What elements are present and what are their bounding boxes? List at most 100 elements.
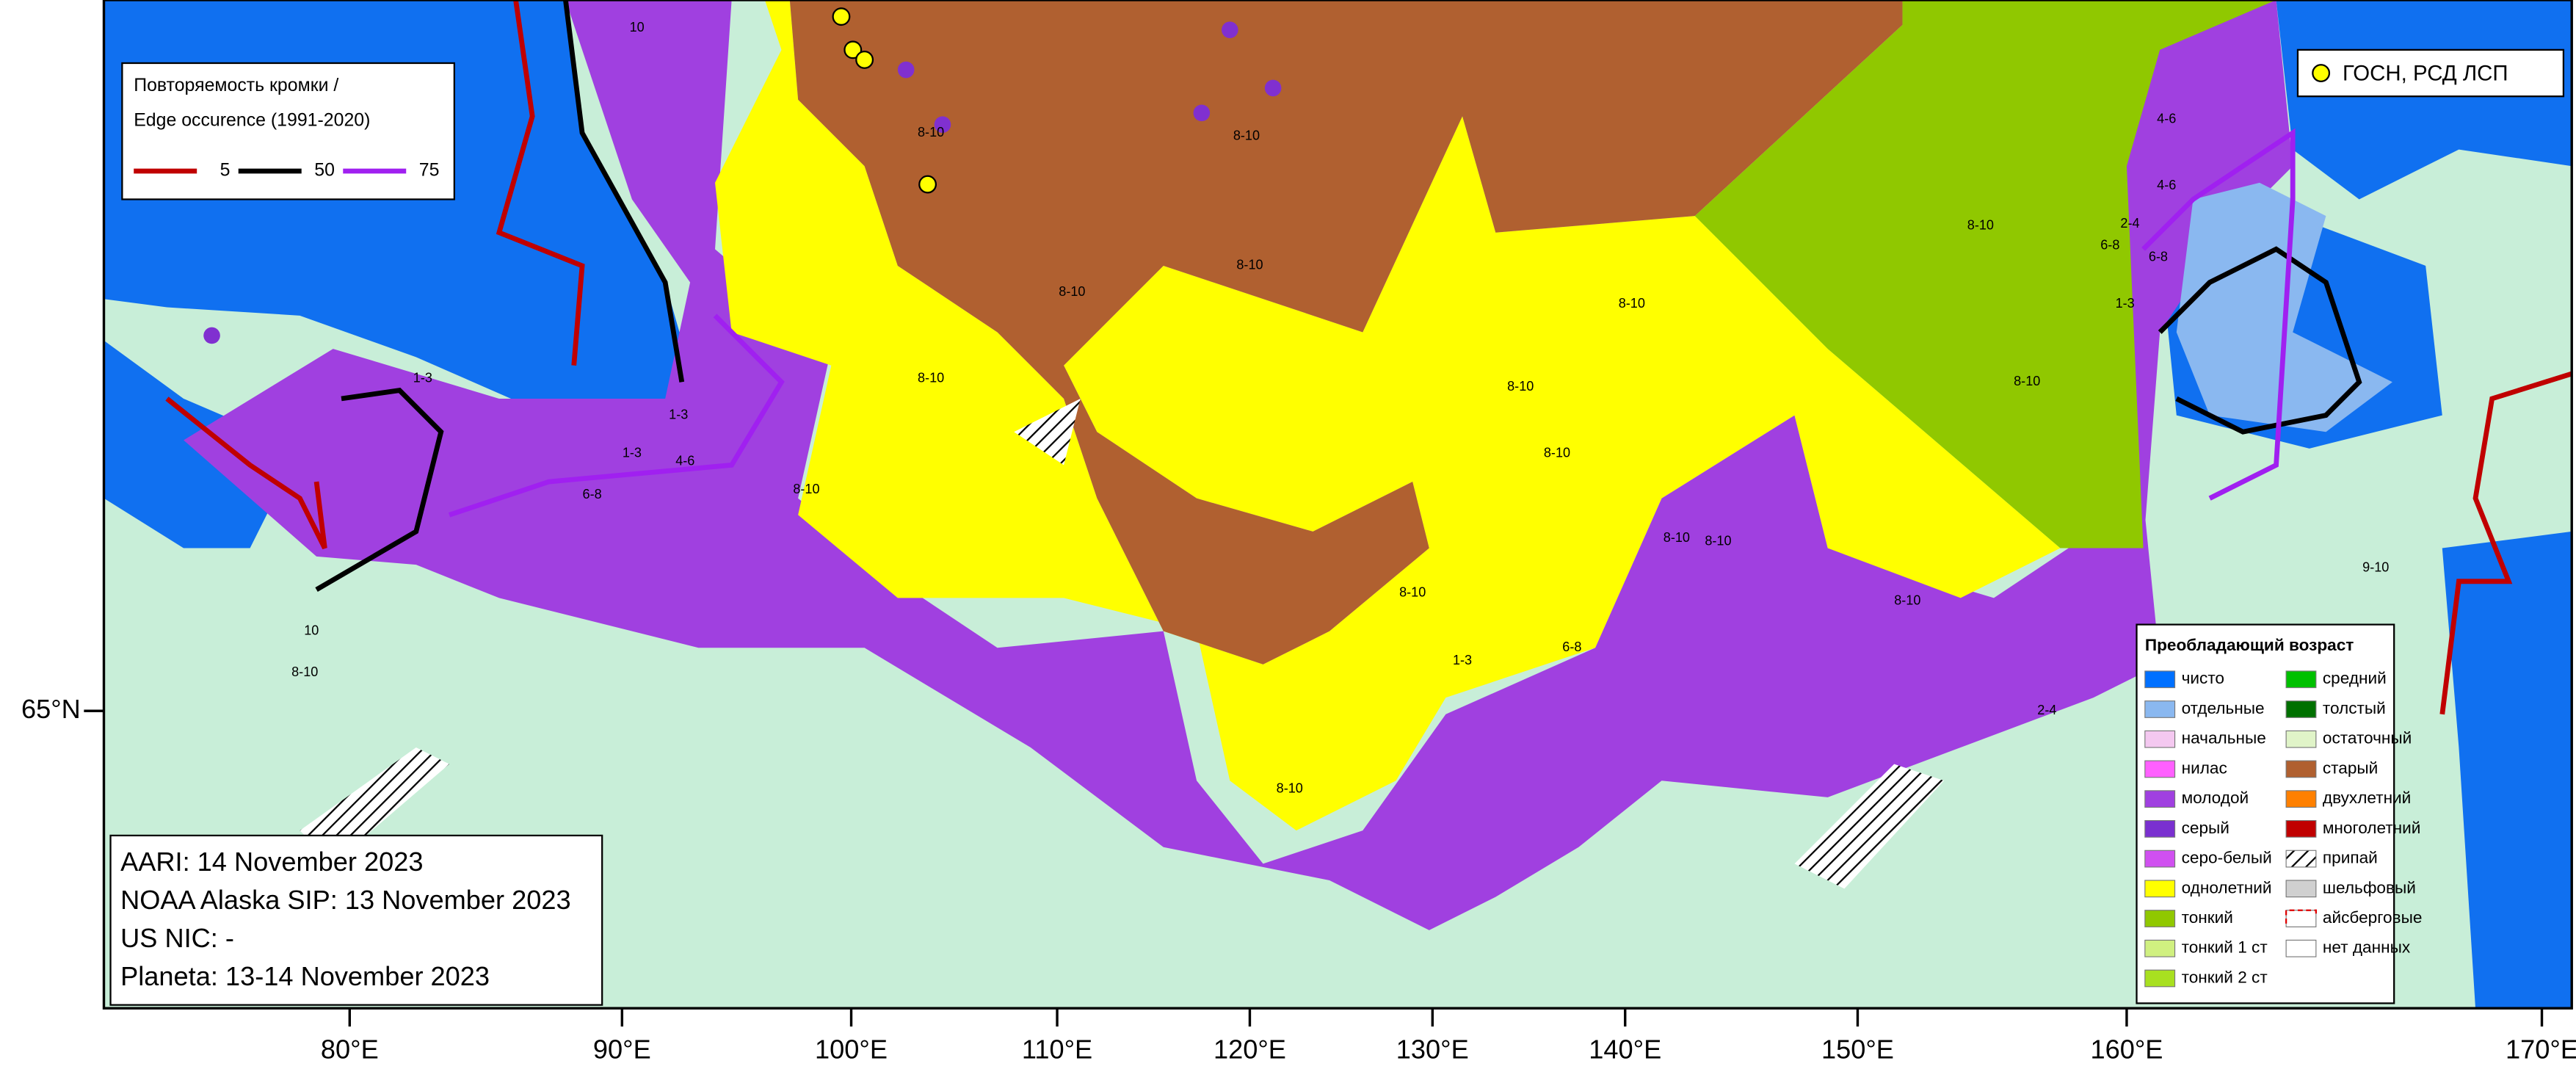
- legend-swatch: [2144, 969, 2176, 988]
- legend-label: 50: [314, 160, 335, 181]
- concentration-label: 8-10: [1277, 780, 1303, 795]
- legend-swatch: [2285, 909, 2317, 924]
- legend-swatch: [2285, 730, 2317, 748]
- edge-line-50: [315, 388, 444, 593]
- legend-label: чисто: [2182, 669, 2224, 687]
- legend-label: 5: [220, 160, 231, 181]
- map-frame: [102, 0, 2573, 1010]
- legend-swatch: [2285, 850, 2317, 868]
- legend-label: средний: [2323, 669, 2387, 687]
- fast-ice: [1014, 398, 1081, 466]
- concentration-label: 4-6: [2157, 178, 2176, 192]
- legend-label: тонкий: [2182, 908, 2233, 927]
- legend-swatch: [2285, 670, 2317, 689]
- edge-line-50: [2158, 246, 2362, 435]
- fast-ice: [1794, 764, 1945, 889]
- concentration-label: 8-10: [918, 125, 944, 140]
- lon-label: 80°E: [321, 1035, 379, 1065]
- concentration-label: 10: [304, 623, 319, 637]
- lon-label: 140°E: [1589, 1035, 1661, 1065]
- concentration-label: 6-8: [1562, 640, 1581, 654]
- lon-label: 160°E: [2090, 1035, 2163, 1065]
- legend-label: многолетний: [2323, 819, 2421, 837]
- concentration-label: 8-10: [1705, 533, 1731, 548]
- legend-swatch: [2285, 880, 2317, 898]
- station: [934, 116, 951, 133]
- legend-label: шельфовый: [2323, 878, 2416, 897]
- legend-label: 75: [419, 160, 440, 181]
- edge-legend: Повторяемость кромки / Edge occurence (19…: [121, 62, 455, 200]
- legend-swatch: [2144, 790, 2176, 808]
- legend-swatch: [2285, 760, 2317, 778]
- legend-label: серый: [2182, 819, 2229, 837]
- concentration-label: 6-8: [2100, 238, 2119, 253]
- concentration-label: 6-8: [2149, 249, 2168, 264]
- legend-swatch: [2285, 910, 2317, 927]
- legend-title: Повторяемость кромки /: [134, 75, 338, 95]
- stations: [203, 7, 1282, 344]
- legend-swatch: [2144, 700, 2176, 718]
- concentration-label: 8-10: [1059, 284, 1085, 299]
- legend-label: нет данных: [2323, 938, 2411, 957]
- legend-swatch: [2285, 790, 2317, 808]
- concentration-label: 8-10: [1233, 128, 1260, 142]
- legend-label: тонкий 2 ст: [2182, 968, 2268, 986]
- concentration-label: 8-10: [1894, 593, 1920, 608]
- concentration-label: 8-10: [291, 664, 318, 679]
- concentration-label: 8-10: [1507, 379, 1534, 394]
- legend-swatch: [2285, 819, 2317, 838]
- legend-label: однолетний: [2182, 878, 2272, 897]
- lon-label: 110°E: [1022, 1035, 1092, 1065]
- legend-box: [2136, 623, 2395, 1004]
- station: [832, 7, 851, 26]
- legend-label: серо-белый: [2182, 849, 2272, 867]
- concentration-label: 8-10: [1619, 296, 1645, 311]
- legend-label: припай: [2323, 849, 2378, 867]
- station: [855, 50, 874, 69]
- legend-label: ГОСН, РСД ЛСП: [2343, 62, 2508, 86]
- legend-box: [121, 62, 455, 200]
- concentration-label: 1-3: [669, 407, 688, 421]
- concentration-label: 2-4: [2037, 703, 2056, 717]
- legend-label: нилас: [2182, 758, 2227, 777]
- legend-swatch: [2144, 670, 2176, 689]
- edge-line-50: [563, 0, 685, 383]
- lon-label: 130°E: [1396, 1035, 1469, 1065]
- first-year-ice: [715, 0, 2061, 831]
- concentration-label: 10: [630, 20, 645, 35]
- info-line: Planeta: 13-14 November 2023: [120, 961, 490, 991]
- station: [1193, 104, 1211, 122]
- edge-line-5: [2439, 371, 2573, 715]
- concentration-label: 2-4: [2120, 216, 2139, 231]
- legend-swatch: [2285, 939, 2317, 957]
- young-ice: [184, 0, 2160, 930]
- legend-box: [2296, 48, 2565, 98]
- concentration-label: 8-10: [918, 371, 944, 385]
- concentration-label: 8-10: [1236, 258, 1263, 272]
- concentration-label: 1-3: [413, 371, 432, 385]
- info-line: NOAA Alaska SIP: 13 November 2023: [120, 885, 571, 915]
- legend-label: айсберговые: [2323, 908, 2423, 927]
- concentration-label: 8-10: [1399, 584, 1426, 599]
- lon-label: 120°E: [1213, 1035, 1286, 1065]
- thin-ice: [1694, 0, 2276, 548]
- concentration-label: 4-6: [675, 454, 694, 468]
- legend-label: молодой: [2182, 789, 2249, 807]
- lon-label: 100°E: [815, 1035, 888, 1065]
- legend-label: начальные: [2182, 729, 2266, 747]
- map-area: 8-10 8-10 8-10 8-10 8-10 8-10 8-10 8-10 8-10 8-10…: [104, 0, 2573, 1009]
- concentration-label: 8-10: [1544, 445, 1570, 460]
- station: [1264, 79, 1282, 97]
- legend-label: тонкий 1 ст: [2182, 938, 2268, 957]
- edge-line-5: [165, 396, 327, 550]
- legend-swatch: [2144, 880, 2176, 898]
- info-line: AARI: 14 November 2023: [120, 847, 423, 877]
- legend-swatch: [2144, 730, 2176, 748]
- concentration-label: 1-3: [2116, 296, 2135, 311]
- legend-swatch: [2144, 850, 2176, 868]
- legend-marker: [2312, 64, 2331, 82]
- concentration-label: 1-3: [1453, 653, 1472, 667]
- concentration-label: 6-8: [583, 487, 602, 501]
- legend-title: Преобладающий возраст: [2145, 636, 2354, 654]
